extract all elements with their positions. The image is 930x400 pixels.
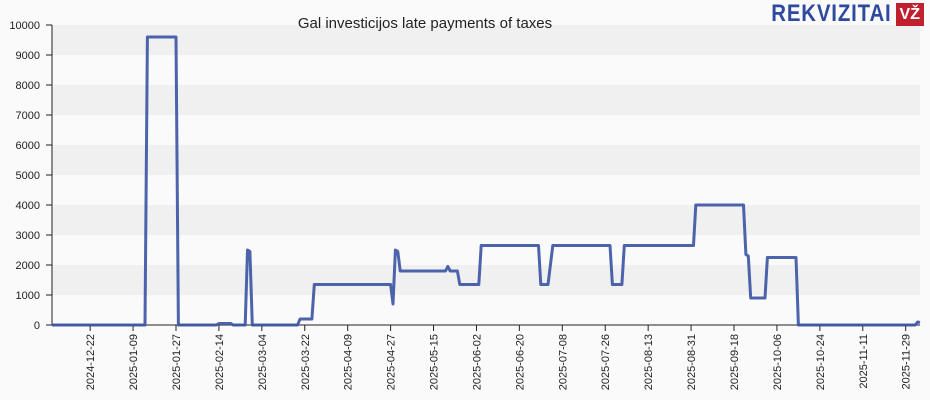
logo-badge: VŽ [895, 2, 924, 26]
x-tick-label: 2025-04-27 [386, 334, 398, 390]
x-tick-label: 2025-02-14 [214, 334, 226, 390]
rekvizitai-logo: REKVIZITAI VŽ [750, 0, 924, 28]
x-tick-label: 2025-08-31 [686, 334, 698, 390]
y-tick-label: 5000 [16, 170, 40, 182]
x-tick-label: 2025-01-27 [171, 334, 183, 390]
x-tick-label: 2025-06-20 [514, 334, 526, 390]
x-tick-label: 2025-09-18 [729, 334, 741, 390]
grid-band [52, 25, 920, 55]
x-tick-label: 2025-03-04 [257, 334, 269, 390]
x-tick-label: 2025-11-29 [901, 334, 913, 389]
grid-band [52, 85, 920, 115]
x-tick-label: 2025-07-26 [600, 334, 612, 390]
y-tick-label: 1000 [16, 290, 40, 302]
x-tick-label: 2025-10-06 [772, 334, 784, 390]
x-tick-label: 2025-11-11 [858, 334, 870, 389]
grid-band [52, 265, 920, 295]
y-tick-label: 6000 [16, 140, 40, 152]
grid-band [52, 145, 920, 175]
x-tick-label: 2024-12-22 [85, 334, 97, 390]
y-tick-label: 3000 [16, 230, 40, 242]
y-tick-label: 4000 [16, 200, 40, 212]
x-tick-label: 2025-06-02 [471, 334, 483, 390]
x-tick-label: 2025-05-15 [429, 334, 441, 390]
x-tick-label: 2025-08-13 [643, 334, 655, 390]
y-tick-label: 10000 [9, 20, 40, 32]
y-tick-label: 9000 [16, 50, 40, 62]
x-tick-label: 2025-10-24 [815, 334, 827, 390]
x-tick-label: 2025-07-08 [557, 334, 569, 390]
y-tick-label: 8000 [16, 80, 40, 92]
grid-band [52, 205, 920, 235]
x-tick-label: 2025-03-22 [300, 334, 312, 390]
y-tick-label: 0 [34, 320, 40, 332]
y-tick-label: 7000 [16, 110, 40, 122]
x-tick-label: 2025-01-09 [128, 334, 140, 390]
series-line [52, 35, 921, 327]
logo-text: REKVIZITAI [771, 0, 892, 27]
chart-title: Gal investicijos late payments of taxes [297, 15, 553, 32]
x-tick-label: 2025-04-09 [343, 334, 355, 390]
y-tick-label: 2000 [16, 260, 40, 272]
